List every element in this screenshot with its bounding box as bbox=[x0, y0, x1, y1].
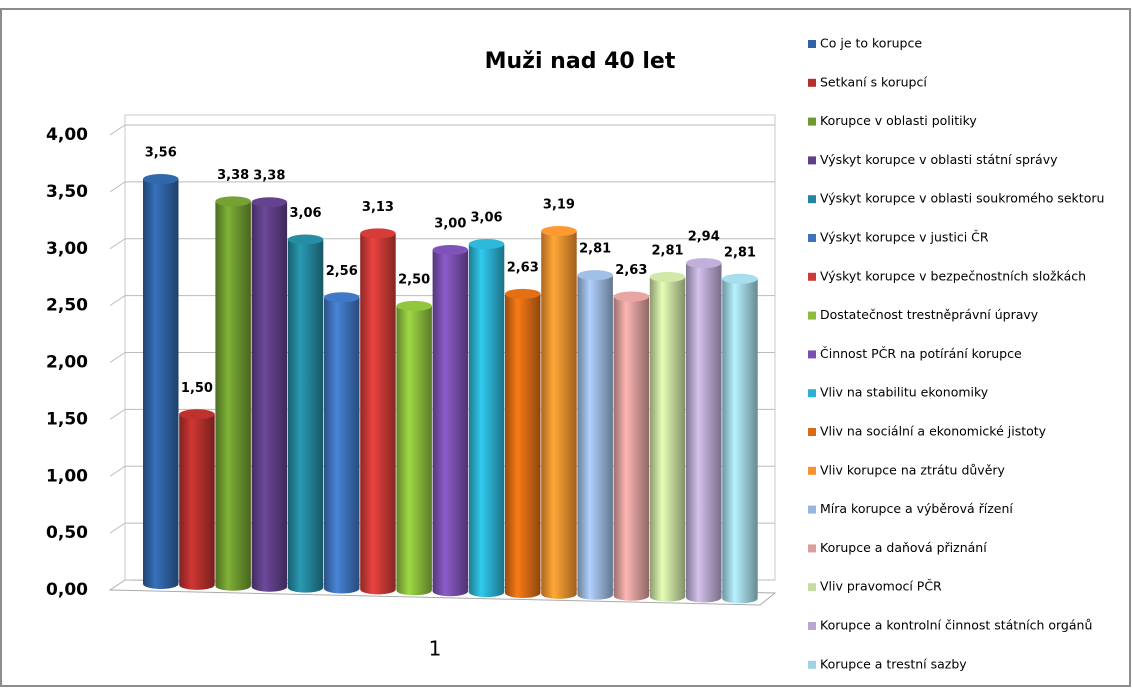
data-label: 2,81 bbox=[724, 245, 756, 260]
y-tick-label: 2,50 bbox=[46, 296, 88, 316]
legend-label: Korupce a daňová přiznání bbox=[820, 540, 987, 555]
bar bbox=[649, 276, 686, 602]
bar bbox=[179, 414, 215, 590]
bar-top bbox=[396, 300, 432, 311]
legend-label: Výskyt korupce v bezpečnostních složkách bbox=[820, 268, 1086, 283]
legend-label: Výskyt korupce v oblasti soukromého sekt… bbox=[820, 191, 1104, 206]
data-label: 3,00 bbox=[434, 216, 466, 231]
legend-swatch bbox=[808, 40, 816, 48]
legend-label: Dostatečnost trestněprávní úpravy bbox=[820, 307, 1039, 322]
legend-swatch bbox=[808, 428, 816, 436]
data-label: 2,81 bbox=[652, 243, 684, 258]
data-label: 2,56 bbox=[326, 264, 358, 279]
legend-swatch bbox=[808, 78, 816, 87]
bar-top bbox=[722, 273, 758, 284]
bar bbox=[251, 202, 288, 592]
y-tick-label: 3,00 bbox=[46, 239, 88, 259]
bar bbox=[143, 179, 179, 590]
legend-label: Setkaní s korupcí bbox=[820, 74, 927, 89]
legend-swatch bbox=[808, 466, 816, 475]
y-tick-label: 4,00 bbox=[46, 125, 88, 145]
data-label: 1,50 bbox=[181, 381, 213, 396]
data-label: 2,50 bbox=[398, 272, 430, 287]
bar-top bbox=[613, 291, 650, 302]
legend-swatch bbox=[808, 660, 816, 669]
legend-label: Výskyt korupce v oblasti státní správy bbox=[820, 152, 1058, 167]
y-tick-label: 0,50 bbox=[46, 523, 88, 543]
data-label: 3,56 bbox=[145, 146, 177, 161]
bar-top bbox=[179, 409, 215, 420]
bar bbox=[396, 305, 432, 596]
legend-label: Výskyt korupce v justici ČR bbox=[820, 230, 989, 245]
bar bbox=[360, 233, 396, 595]
y-tick-label: 0,00 bbox=[46, 580, 88, 600]
bar bbox=[613, 296, 650, 601]
legend-swatch bbox=[808, 389, 816, 398]
data-label: 2,63 bbox=[507, 260, 539, 275]
legend-swatch bbox=[808, 505, 816, 514]
legend-label: Co je to korupce bbox=[820, 36, 922, 51]
bar bbox=[686, 263, 722, 603]
bar-top bbox=[577, 270, 613, 281]
data-label: 3,06 bbox=[471, 211, 503, 226]
bar bbox=[215, 201, 251, 591]
legend-label: Vliv na stabilitu ekonomiky bbox=[820, 385, 989, 400]
bar-top bbox=[541, 226, 577, 237]
bar-top bbox=[215, 196, 251, 207]
legend-label: Vliv pravomocí PČR bbox=[820, 579, 942, 594]
bar-top bbox=[360, 228, 396, 239]
bar-top bbox=[432, 244, 469, 255]
bar bbox=[324, 297, 360, 594]
bar-top bbox=[251, 197, 288, 208]
data-label: 3,06 bbox=[290, 206, 322, 221]
grid-line bbox=[109, 124, 775, 136]
legend-label: Vliv korupce na ztrátu důvěry bbox=[820, 462, 1006, 477]
legend-swatch bbox=[808, 195, 816, 204]
legend-label: Vliv na sociální a ekonomické jistoty bbox=[820, 424, 1047, 439]
data-label: 2,94 bbox=[688, 230, 720, 245]
legend-swatch bbox=[808, 622, 816, 630]
y-tick-label: 3,50 bbox=[46, 182, 88, 202]
data-label: 3,13 bbox=[362, 200, 394, 215]
y-tick-label: 1,50 bbox=[46, 409, 88, 429]
bar-top bbox=[505, 288, 541, 299]
bar bbox=[722, 278, 758, 604]
bar-top bbox=[324, 292, 360, 303]
legend-label: Korupce v oblasti politiky bbox=[820, 113, 977, 128]
bar bbox=[505, 293, 541, 598]
legend-swatch bbox=[808, 544, 816, 553]
legend-label: Korupce a trestní sazby bbox=[820, 656, 967, 671]
data-label: 3,38 bbox=[217, 168, 249, 183]
bar bbox=[577, 275, 613, 600]
legend-label: Korupce a kontrolní činnost státních org… bbox=[820, 618, 1092, 633]
data-label: 2,81 bbox=[579, 242, 611, 257]
legend-swatch bbox=[808, 156, 816, 165]
legend-swatch bbox=[808, 311, 816, 320]
bar-top bbox=[468, 239, 505, 250]
legend-swatch bbox=[808, 350, 816, 359]
bar bbox=[287, 239, 324, 593]
bar bbox=[468, 244, 505, 598]
grid-line bbox=[109, 181, 775, 193]
legend-swatch bbox=[808, 272, 816, 281]
bar-top bbox=[686, 258, 722, 269]
y-tick-label: 1,00 bbox=[46, 466, 88, 486]
data-label: 3,38 bbox=[253, 169, 285, 184]
y-tick-label: 2,00 bbox=[46, 353, 88, 373]
legend-swatch bbox=[808, 583, 816, 592]
bar-top bbox=[649, 271, 686, 282]
legend-swatch bbox=[808, 234, 816, 242]
bar bbox=[432, 249, 469, 597]
data-label: 3,19 bbox=[543, 198, 575, 213]
data-label: 2,63 bbox=[615, 263, 647, 278]
bar-top bbox=[287, 234, 324, 245]
legend-swatch bbox=[808, 117, 816, 126]
chart-title: Muži nad 40 let bbox=[485, 49, 676, 74]
bar-top bbox=[143, 174, 179, 185]
legend-label: Činnost PČR na potírání korupce bbox=[820, 346, 1022, 361]
legend-label: Míra korupce a výběrová řízení bbox=[820, 501, 1013, 516]
x-tick-label: 1 bbox=[429, 637, 442, 661]
bar bbox=[541, 231, 577, 599]
